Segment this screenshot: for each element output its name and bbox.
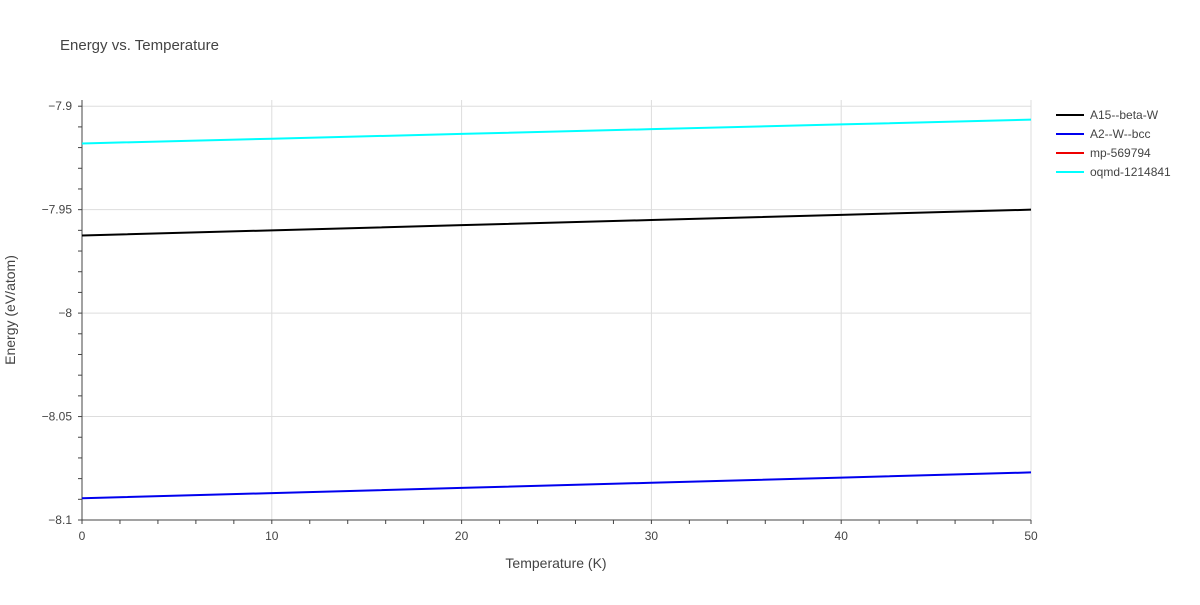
legend-item[interactable]: mp-569794 xyxy=(1056,146,1151,160)
series-line-a15-beta-w[interactable] xyxy=(81,208,1032,237)
grid-lines xyxy=(82,100,1032,520)
legend-label: mp-569794 xyxy=(1090,146,1151,160)
y-tick-label: −8.05 xyxy=(42,410,73,424)
x-tick-label: 50 xyxy=(1024,529,1038,543)
legend-item[interactable]: oqmd-1214841 xyxy=(1056,165,1171,179)
series-line-oqmd-1214841[interactable] xyxy=(81,118,1032,145)
legend-label: oqmd-1214841 xyxy=(1090,165,1171,179)
legend-label: A2--W--bcc xyxy=(1090,127,1150,141)
axes: 0 10 20 30 40 50 −8.1 −8.05 −8 −7.95 −7.9 xyxy=(42,99,1038,543)
series-line-a2-w-bcc[interactable] xyxy=(81,471,1032,500)
legend-item[interactable]: A15--beta-W xyxy=(1056,108,1159,122)
x-tick-label: 20 xyxy=(455,529,469,543)
x-axis-title: Temperature (K) xyxy=(505,555,606,571)
x-tick-label: 0 xyxy=(79,529,86,543)
y-tick-label: −7.95 xyxy=(42,203,73,217)
x-tick-label: 10 xyxy=(265,529,279,543)
x-tick-label: 30 xyxy=(645,529,659,543)
y-tick-label: −7.9 xyxy=(48,99,72,113)
plot-area xyxy=(81,118,1032,500)
y-tick-label: −8.1 xyxy=(48,513,72,527)
y-tick-label: −8 xyxy=(58,306,72,320)
legend-item[interactable]: A2--W--bcc xyxy=(1056,127,1150,141)
chart-title: Energy vs. Temperature xyxy=(60,37,219,54)
y-axis-title: Energy (eV/atom) xyxy=(2,255,18,365)
x-tick-label: 40 xyxy=(835,529,849,543)
legend-label: A15--beta-W xyxy=(1090,108,1159,122)
legend: A15--beta-W A2--W--bcc mp-569794 oqmd-12148… xyxy=(1056,108,1171,179)
